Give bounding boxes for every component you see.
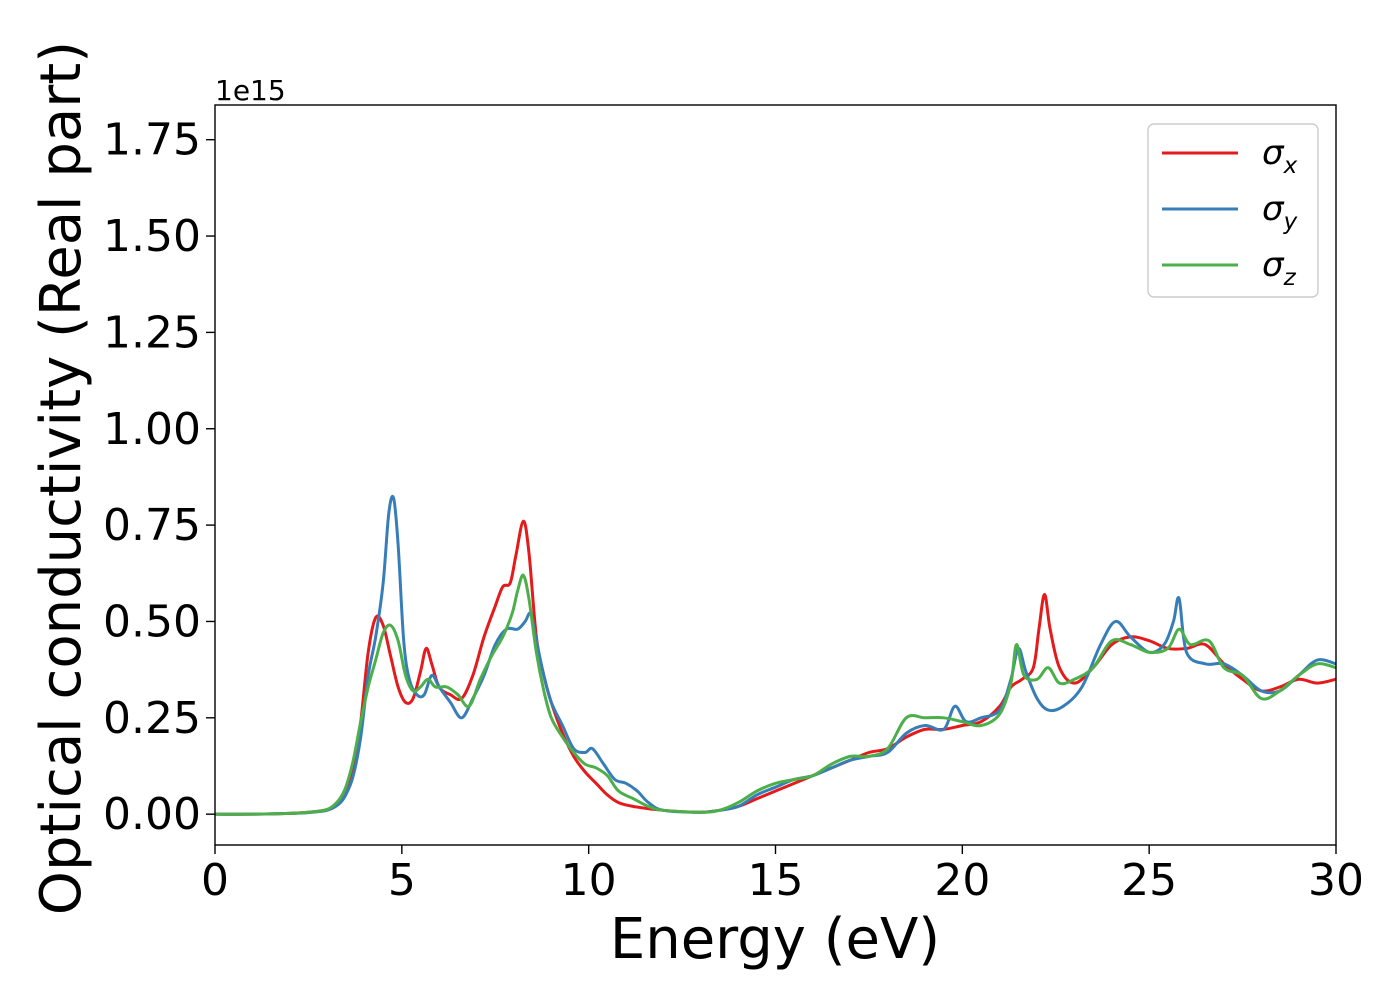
x-tick-label: 15 (748, 855, 804, 906)
series-line-sigma-y (215, 494, 1336, 816)
y-tick-label: 1.75 (103, 115, 201, 166)
y-axis-offset-label: 1e15 (215, 74, 286, 107)
y-tick-label: 1.00 (103, 404, 201, 455)
x-axis-ticks: 0 5 10 15 20 25 30 (201, 845, 1364, 906)
y-tick-label: 1.50 (103, 211, 201, 262)
y-tick-label: 0.75 (103, 500, 201, 551)
x-tick-label: 10 (561, 855, 617, 906)
series-layer (215, 494, 1336, 816)
y-tick-label: 1.25 (103, 307, 201, 358)
x-tick-label: 5 (388, 855, 416, 906)
y-tick-label: 0.00 (103, 789, 201, 840)
y-axis-ticks: 0.00 0.25 0.50 0.75 1.00 1.25 1.50 1.75 (103, 115, 215, 840)
x-tick-label: 30 (1308, 855, 1364, 906)
y-tick-label: 0.50 (103, 596, 201, 647)
x-tick-label: 20 (934, 855, 990, 906)
x-tick-label: 25 (1121, 855, 1177, 906)
x-axis-title: Energy (eV) (610, 907, 940, 972)
x-tick-label: 0 (201, 855, 229, 906)
y-tick-label: 0.25 (103, 693, 201, 744)
y-axis-title: Optical conductivity (Real part) (29, 41, 94, 915)
series-line-sigma-z (215, 573, 1336, 816)
